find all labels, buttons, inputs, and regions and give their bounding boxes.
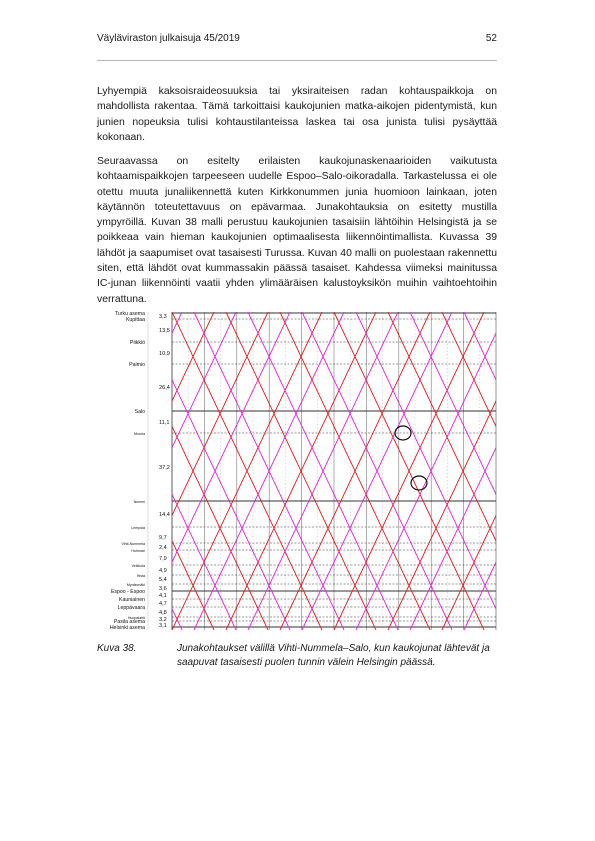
station-label: Leppävaara (118, 605, 146, 611)
train-paths (172, 312, 496, 630)
station-label: Salo (135, 409, 145, 415)
station-label: Myntinmäki (127, 583, 145, 587)
train-path-red (172, 312, 323, 630)
distance-label: 7,9 (159, 556, 167, 562)
station-label: Turku asema (115, 311, 145, 317)
train-path-magenta (301, 312, 453, 630)
train-path-red (172, 312, 215, 403)
distance-label: 3,3 (159, 314, 167, 320)
station-label: Muurla (134, 432, 145, 436)
train-path-magenta (172, 312, 237, 449)
paragraph-1: Lyhyempiä kaksoisraideosuuksia tai yksir… (97, 86, 497, 143)
station-label: Lempola (131, 526, 145, 530)
distance-label: 9,7 (159, 535, 167, 541)
distance-label: 4,8 (159, 610, 167, 616)
station-label: Hista (137, 574, 145, 578)
train-path-magenta (172, 312, 291, 564)
station-label: Paimio (129, 362, 145, 368)
station-label: Espoo - Espoo (111, 589, 145, 595)
page-header: Väyläviraston julkaisuja 45/2019 52 (97, 33, 497, 47)
station-label: Pasila asema (114, 619, 145, 625)
distance-label: 26,4 (159, 385, 170, 391)
distance-label: 5,4 (159, 577, 167, 583)
distance-label: 13,5 (159, 328, 170, 334)
distance-label: 4,1 (159, 593, 167, 599)
distance-label: 3,6 (159, 586, 167, 592)
train-path-red (441, 514, 496, 630)
train-path-red (172, 539, 215, 630)
figure-caption-text: Junakohtaukset välillä Vihti-Nummela–Sal… (177, 643, 490, 668)
distance-label: 3,2 (159, 617, 167, 623)
distance-label: 4,9 (159, 568, 167, 574)
distance-label: 11,1 (159, 420, 169, 426)
figure-caption-label: Kuva 38. (97, 643, 137, 654)
train-path-magenta (172, 493, 237, 630)
train-path-magenta (247, 312, 399, 630)
station-label: Huhmari (131, 549, 145, 553)
train-path-red (172, 312, 269, 517)
publication-title: Väyläviraston julkaisuja 45/2019 (97, 33, 240, 44)
station-label: Veikkola (132, 564, 145, 568)
train-path-magenta (355, 332, 496, 630)
distance-label: 3,1 (159, 623, 167, 629)
graph-grid (147, 312, 497, 630)
meeting-circle (394, 425, 412, 441)
distance-label: 10,9 (159, 351, 170, 357)
train-path-red (387, 399, 496, 630)
train-path-magenta (463, 312, 496, 381)
distance-label: 37,2 (159, 465, 170, 471)
meeting-circles (394, 425, 428, 491)
station-label: Nummi (134, 500, 146, 504)
train-path-magenta (409, 446, 496, 630)
train-path-magenta (463, 561, 496, 630)
station-label: Kauniainen (119, 597, 145, 603)
distance-label: 4,7 (159, 601, 167, 607)
station-label: Vihti-Nummela (122, 542, 146, 546)
train-path-magenta (193, 312, 345, 630)
station-label: Helsinki asema (110, 625, 145, 631)
train-path-red (495, 312, 496, 314)
meeting-circle (410, 475, 428, 491)
train-path-red (279, 312, 431, 630)
header-rule (97, 60, 497, 61)
train-path-red (225, 312, 377, 630)
paragraph-2: Seuraavassa on esitelty erilaisten kauko… (97, 156, 497, 305)
distance-label: 14,4 (159, 512, 170, 518)
page-number: 52 (485, 33, 497, 44)
train-path-red (441, 312, 496, 428)
station-label: Huopalahti (128, 616, 145, 620)
train-path-red (333, 312, 485, 630)
train-path-magenta (355, 312, 496, 610)
train-path-red (495, 628, 496, 630)
station-label: Kupittaa (126, 317, 145, 323)
distance-label: 2,4 (159, 545, 167, 551)
station-label: Piikkiö (130, 340, 145, 346)
